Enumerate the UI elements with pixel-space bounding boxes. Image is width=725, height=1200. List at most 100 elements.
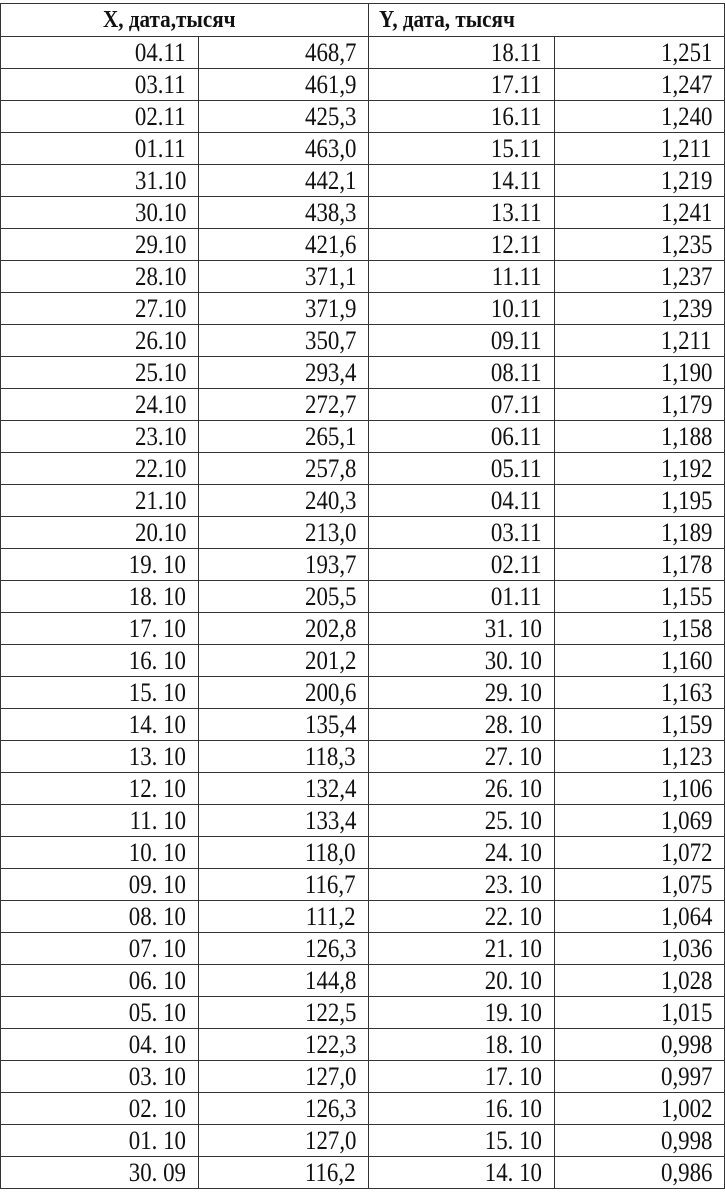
y-value-cell: 1,195 [554, 484, 725, 517]
x-value-cell: 127,0 [197, 1124, 370, 1157]
y-value-cell-text: 1,064 [660, 902, 713, 931]
y-value-cell-text: 0,998 [660, 1030, 713, 1059]
x-date-cell: 15. 10 [0, 676, 199, 709]
y-date-cell-text: 16.11 [491, 102, 543, 131]
table-row: 11. 10 133,4 25. 10 1,069 [0, 804, 725, 837]
x-date-cell-text: 28.10 [134, 262, 186, 291]
x-date-cell: 19. 10 [0, 548, 199, 581]
x-date-cell: 04.11 [0, 36, 199, 69]
y-date-cell-text: 25. 10 [484, 806, 543, 835]
y-value-cell-text: 1,159 [660, 710, 713, 739]
y-date-cell: 03.11 [368, 516, 556, 549]
x-date-cell: 17. 10 [0, 612, 199, 645]
x-value-cell-text: 265,1 [304, 422, 357, 451]
y-value-cell: 1,069 [554, 804, 725, 837]
x-value-cell-text: 132,4 [304, 774, 357, 803]
x-value-cell: 205,5 [197, 580, 370, 613]
y-value-cell-text: 1,195 [660, 486, 713, 515]
x-date-cell: 16. 10 [0, 644, 199, 677]
x-date-cell-text: 06. 10 [128, 966, 186, 995]
y-date-cell-text: 13.11 [491, 198, 543, 227]
y-date-cell: 16. 10 [368, 1092, 556, 1125]
x-date-cell-text: 02.11 [135, 102, 186, 131]
y-date-cell: 10.11 [368, 292, 556, 325]
x-date-cell-text: 19. 10 [128, 550, 186, 579]
x-value-cell: 425,3 [197, 100, 370, 133]
y-value-cell: 1,028 [554, 964, 725, 997]
x-value-cell-text: 442,1 [304, 166, 357, 195]
x-value-cell: 126,3 [197, 932, 370, 965]
x-date-cell: 06. 10 [0, 964, 199, 997]
y-date-cell: 22. 10 [368, 900, 556, 933]
x-date-cell: 13. 10 [0, 740, 199, 773]
x-value-cell: 202,8 [197, 612, 370, 645]
x-date-cell-text: 26.10 [134, 326, 186, 355]
y-date-cell: 08.11 [368, 356, 556, 389]
x-value-cell-text: 421,6 [304, 230, 357, 259]
table-row: 28.10 371,1 11.11 1,237 [0, 260, 725, 293]
x-value-cell-text: 257,8 [304, 454, 357, 483]
x-date-cell: 03.11 [0, 68, 199, 101]
y-date-cell: 26. 10 [368, 772, 556, 805]
x-date-cell-text: 14. 10 [128, 710, 186, 739]
y-date-cell-text: 03.11 [491, 518, 543, 547]
y-value-cell-text: 1,251 [660, 38, 713, 67]
x-date-cell: 30.10 [0, 196, 199, 229]
y-date-cell-text: 15.11 [491, 134, 543, 163]
y-value-cell-text: 1,160 [660, 646, 713, 675]
table-row: 12. 10 132,4 26. 10 1,106 [0, 772, 725, 805]
x-value-cell-text: 116,2 [305, 1158, 357, 1187]
y-value-cell: 1,075 [554, 868, 725, 901]
y-value-cell: 0,998 [554, 1124, 725, 1157]
y-date-cell: 14.11 [368, 164, 556, 197]
y-date-cell-text: 22. 10 [484, 902, 543, 931]
x-value-cell-text: 463,0 [304, 134, 357, 163]
x-date-cell-text: 10. 10 [128, 838, 186, 867]
table-row: 20.10 213,0 03.11 1,189 [0, 516, 725, 549]
y-value-cell-text: 0,986 [660, 1158, 713, 1187]
table-row: 16. 10 201,2 30. 10 1,160 [0, 644, 725, 677]
x-value-cell: 118,3 [197, 740, 370, 773]
x-date-cell-text: 13. 10 [128, 742, 186, 771]
y-date-cell-text: 30. 10 [484, 646, 543, 675]
y-header-label: Y, дата, тысяч [379, 6, 515, 33]
x-date-cell: 22.10 [0, 452, 199, 485]
x-value-cell: 122,3 [197, 1028, 370, 1061]
y-value-cell: 0,997 [554, 1060, 725, 1093]
table-row: 07. 10 126,3 21. 10 1,036 [0, 932, 725, 965]
table-row: 13. 10 118,3 27. 10 1,123 [0, 740, 725, 773]
x-date-cell: 02.11 [0, 100, 199, 133]
table-row: 25.10 293,4 08.11 1,190 [0, 356, 725, 389]
y-value-cell: 1,211 [554, 324, 725, 357]
y-date-cell: 14. 10 [368, 1156, 556, 1189]
x-value-cell: 111,2 [197, 900, 370, 933]
table-row: 26.10 350,7 09.11 1,211 [0, 324, 725, 357]
y-value-cell: 1,235 [554, 228, 725, 261]
x-date-cell: 07. 10 [0, 932, 199, 965]
table-row: 30.10 438,3 13.11 1,241 [0, 196, 725, 229]
x-value-cell: 461,9 [197, 68, 370, 101]
table-row: 03.11 461,9 17.11 1,247 [0, 68, 725, 101]
y-value-cell: 1,123 [554, 740, 725, 773]
y-value-cell: 1,015 [554, 996, 725, 1029]
y-value-cell-text: 1,179 [660, 390, 713, 419]
x-date-cell-text: 30.10 [134, 198, 186, 227]
x-value-cell-text: 272,7 [304, 390, 357, 419]
y-date-cell: 04.11 [368, 484, 556, 517]
table-row: 10. 10 118,0 24. 10 1,072 [0, 836, 725, 869]
y-date-cell-text: 02.11 [491, 550, 543, 579]
y-date-cell-text: 24. 10 [484, 838, 543, 867]
x-value-cell: 265,1 [197, 420, 370, 453]
y-value-cell: 1,190 [554, 356, 725, 389]
y-date-cell: 07.11 [368, 388, 556, 421]
x-value-cell: 132,4 [197, 772, 370, 805]
table-row: 06. 10 144,8 20. 10 1,028 [0, 964, 725, 997]
table-body: 04.11 468,7 18.11 1,251 03.11 461,9 17.11 1,247… [0, 36, 725, 1189]
x-date-cell: 23.10 [0, 420, 199, 453]
y-date-cell: 28. 10 [368, 708, 556, 741]
x-date-cell-text: 20.10 [134, 518, 186, 547]
x-date-cell: 30. 09 [0, 1156, 199, 1189]
y-date-cell-text: 14.11 [491, 166, 543, 195]
x-date-cell-text: 18. 10 [128, 582, 186, 611]
y-value-cell-text: 1,178 [660, 550, 713, 579]
